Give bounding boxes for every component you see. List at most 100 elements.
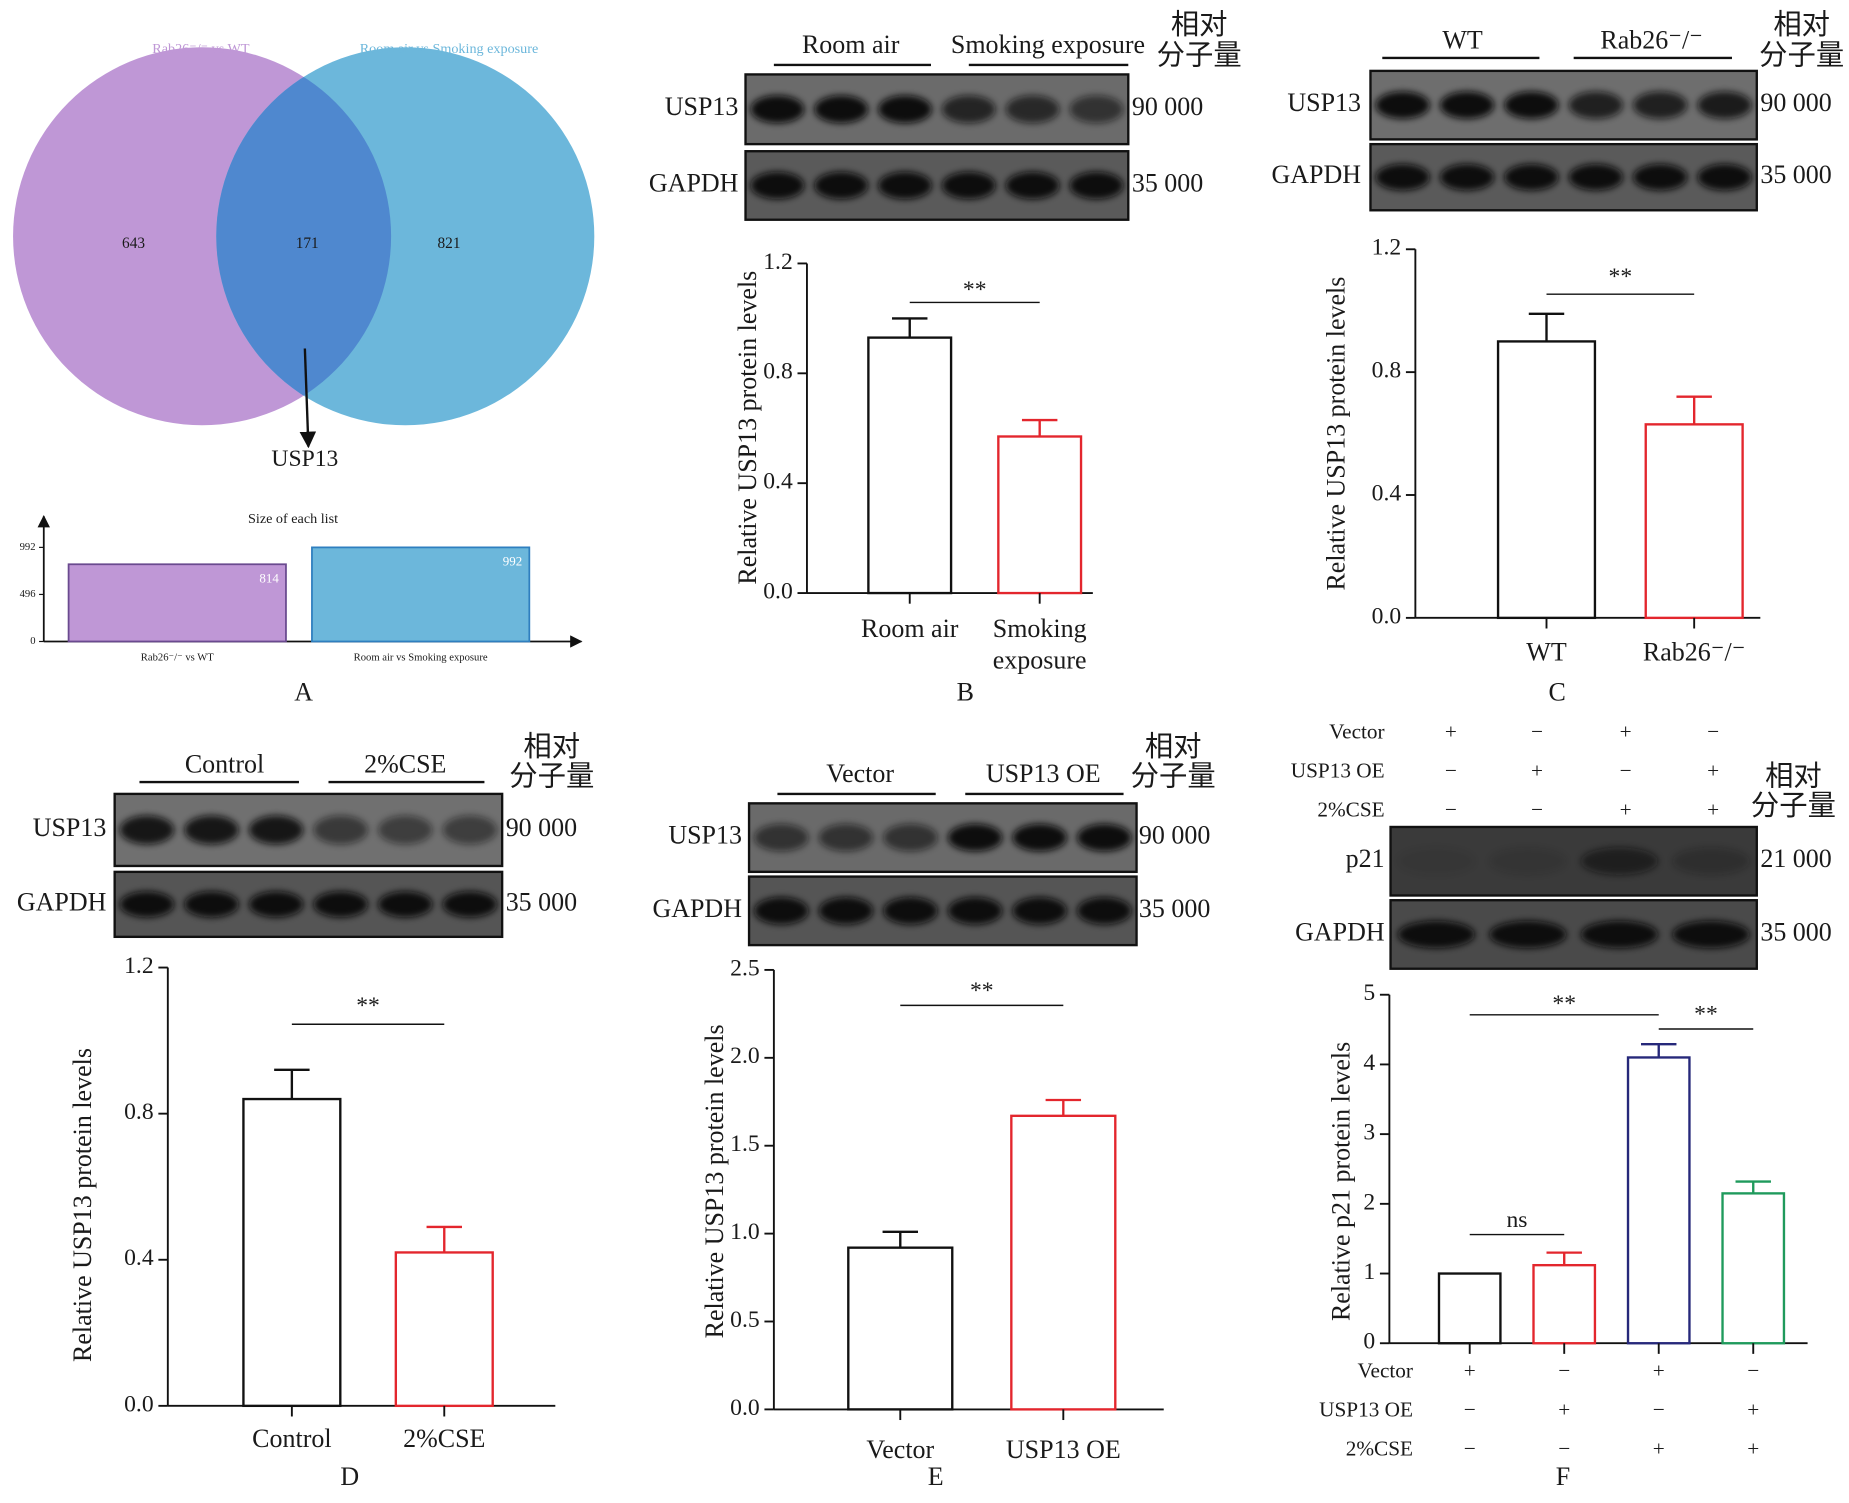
blot-background <box>744 73 1130 146</box>
x-tick-label: Room air <box>861 613 959 643</box>
blot-background <box>747 875 1138 947</box>
y-tick-label: 2.5 <box>730 955 760 981</box>
value-label: 992 <box>503 554 522 569</box>
blot-band <box>1069 171 1124 200</box>
blot-band <box>378 891 433 918</box>
condition-sign: − <box>1558 1437 1570 1461</box>
blot-band <box>818 823 874 852</box>
y-tick-label: 0 <box>30 636 35 647</box>
blot-band <box>1633 163 1688 191</box>
annotation-arrow <box>299 348 317 449</box>
bar <box>1496 340 1597 620</box>
condition-sign: + <box>1653 1437 1665 1461</box>
blot-band <box>1580 920 1658 949</box>
y-axis-label: Relative USP13 protein levels <box>733 271 762 585</box>
blot-band <box>1397 847 1475 875</box>
blot-band <box>1672 847 1750 875</box>
condition-sign: − <box>1445 759 1457 783</box>
group-label: 2%CSE <box>364 750 446 779</box>
x-tick-label-box: Vector <box>866 1434 934 1464</box>
x-tick-label: Room air vs Smoking exposure <box>354 652 488 663</box>
blot-band <box>818 897 874 925</box>
mw-header: 相对 <box>1773 8 1830 41</box>
blot-row-label: GAPDH <box>17 887 107 916</box>
venn-count: 821 <box>437 235 460 252</box>
significance-label: ** <box>963 277 987 303</box>
condition-sign: − <box>1558 1359 1570 1383</box>
condition-label: USP13 OE <box>1319 1398 1413 1422</box>
blot-band <box>184 891 239 918</box>
blot-band <box>1580 847 1658 875</box>
y-tick-label: 1.5 <box>730 1131 760 1157</box>
y-axis-label: Relative p21 protein levels <box>1326 1042 1355 1321</box>
y-tick-label: 1.2 <box>763 249 793 275</box>
y-tick-label: 0.0 <box>124 1391 154 1417</box>
x-tick-label: Rab26⁻/⁻ vs WT <box>141 652 215 663</box>
bar <box>1532 1263 1597 1345</box>
annotation: USP13 <box>271 446 338 472</box>
condition-label: Vector <box>1329 720 1384 744</box>
x-tick-label-box: 2%CSE <box>403 1423 486 1454</box>
blot-band <box>1005 95 1060 124</box>
bar <box>242 1097 342 1408</box>
blot-band <box>1504 91 1559 119</box>
blot-row-label: USP13 <box>33 813 107 842</box>
y-tick-label: 496 <box>20 589 36 600</box>
blot-band <box>1375 91 1430 119</box>
blot-mw: 90 000 <box>1132 92 1203 121</box>
group-label: Vector <box>826 759 894 788</box>
blot-mw: 35 000 <box>1760 917 1831 946</box>
error-bar <box>1528 312 1565 342</box>
blot-background <box>1369 69 1758 141</box>
panel-label: C <box>1548 678 1565 707</box>
condition-sign: + <box>1620 797 1632 821</box>
blot-band <box>1440 91 1495 119</box>
mw-header: 相对 <box>1145 730 1202 763</box>
x-tick-label: 2%CSE <box>403 1423 486 1454</box>
condition-sign: + <box>1747 1437 1759 1461</box>
error-bar <box>1546 1251 1582 1266</box>
bar <box>67 563 287 643</box>
mw-header: 相对 <box>1765 759 1822 792</box>
y-axis-label: Relative USP13 protein levels <box>68 1048 97 1362</box>
y-tick-label: 3 <box>1363 1120 1375 1146</box>
blot-band <box>378 815 433 845</box>
blot-band <box>883 897 938 925</box>
venn-overlap <box>216 47 392 426</box>
condition-sign: − <box>1747 1359 1759 1383</box>
y-tick-label: 1.0 <box>730 1219 760 1245</box>
blot-background <box>1369 142 1758 212</box>
group-label: Control <box>185 750 264 779</box>
y-axis-label: Relative USP13 protein levels <box>700 1024 729 1338</box>
y-tick-label: 0.8 <box>763 359 793 385</box>
y-tick-label: 0.4 <box>124 1245 154 1271</box>
y-tick-label: 0.0 <box>730 1395 760 1421</box>
y-tick-label: 0 <box>1363 1329 1375 1355</box>
y-tick-label: 2 <box>1363 1189 1375 1215</box>
blot-row-label: GAPDH <box>1295 917 1385 946</box>
error-bar <box>426 1225 462 1253</box>
y-tick-label: 0.8 <box>1372 358 1402 384</box>
significance-label: ** <box>1609 264 1633 290</box>
bar <box>1626 1056 1691 1345</box>
blot-band <box>1568 91 1623 119</box>
mw-header: 分子量 <box>1131 759 1216 792</box>
blot-band <box>313 815 368 845</box>
blot-row-label: USP13 <box>1287 88 1361 117</box>
error-bar <box>1676 395 1712 425</box>
mw-header: 分子量 <box>509 759 594 792</box>
blot-band <box>1440 163 1495 191</box>
blot-background <box>113 792 504 868</box>
blot-mw: 35 000 <box>506 887 577 916</box>
panel-label: E <box>928 1462 944 1491</box>
y-tick-label: 1 <box>1363 1259 1375 1285</box>
mw-header: 相对 <box>523 730 580 763</box>
blot-row-label: GAPDH <box>1272 160 1362 189</box>
x-tick-label-box: USP13 OE <box>1006 1434 1121 1464</box>
blot-row-label: GAPDH <box>652 894 742 923</box>
blot-band <box>814 95 869 124</box>
mw-header: 分子量 <box>1751 789 1836 822</box>
bar <box>1644 423 1744 620</box>
condition-sign: − <box>1707 720 1719 744</box>
